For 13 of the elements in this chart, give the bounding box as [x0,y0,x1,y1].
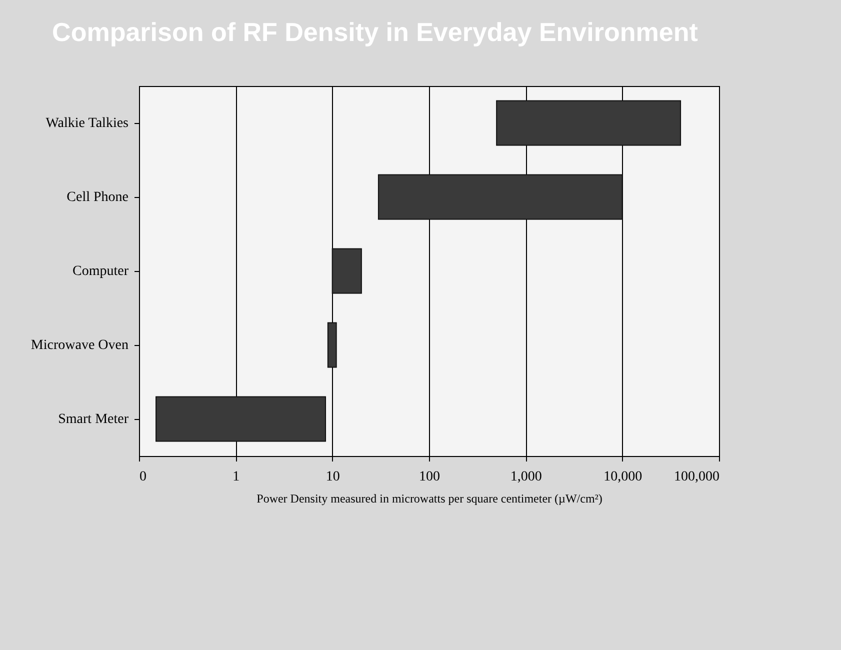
x-tick-label: 100,000 [674,470,720,484]
x-tick-label: 100 [419,470,440,484]
y-tick-label: Computer [72,264,129,279]
y-tick-label: Cell Phone [66,190,128,205]
y-tick-label: Microwave Oven [30,338,128,353]
x-tick-label: 10,000 [604,470,642,484]
x-tick-label: 1,000 [510,470,542,484]
x-tick-label: 1 [232,470,240,484]
x-axis-title: Power Density measured in microwatts per square centimeter (µW/cm²) [256,492,602,506]
y-tick-label: Walkie Talkies [46,116,128,131]
x-tick-label: 10 [326,470,340,484]
x-tick-label: 0 [140,470,146,484]
y-tick-label: Smart Meter [58,412,129,427]
